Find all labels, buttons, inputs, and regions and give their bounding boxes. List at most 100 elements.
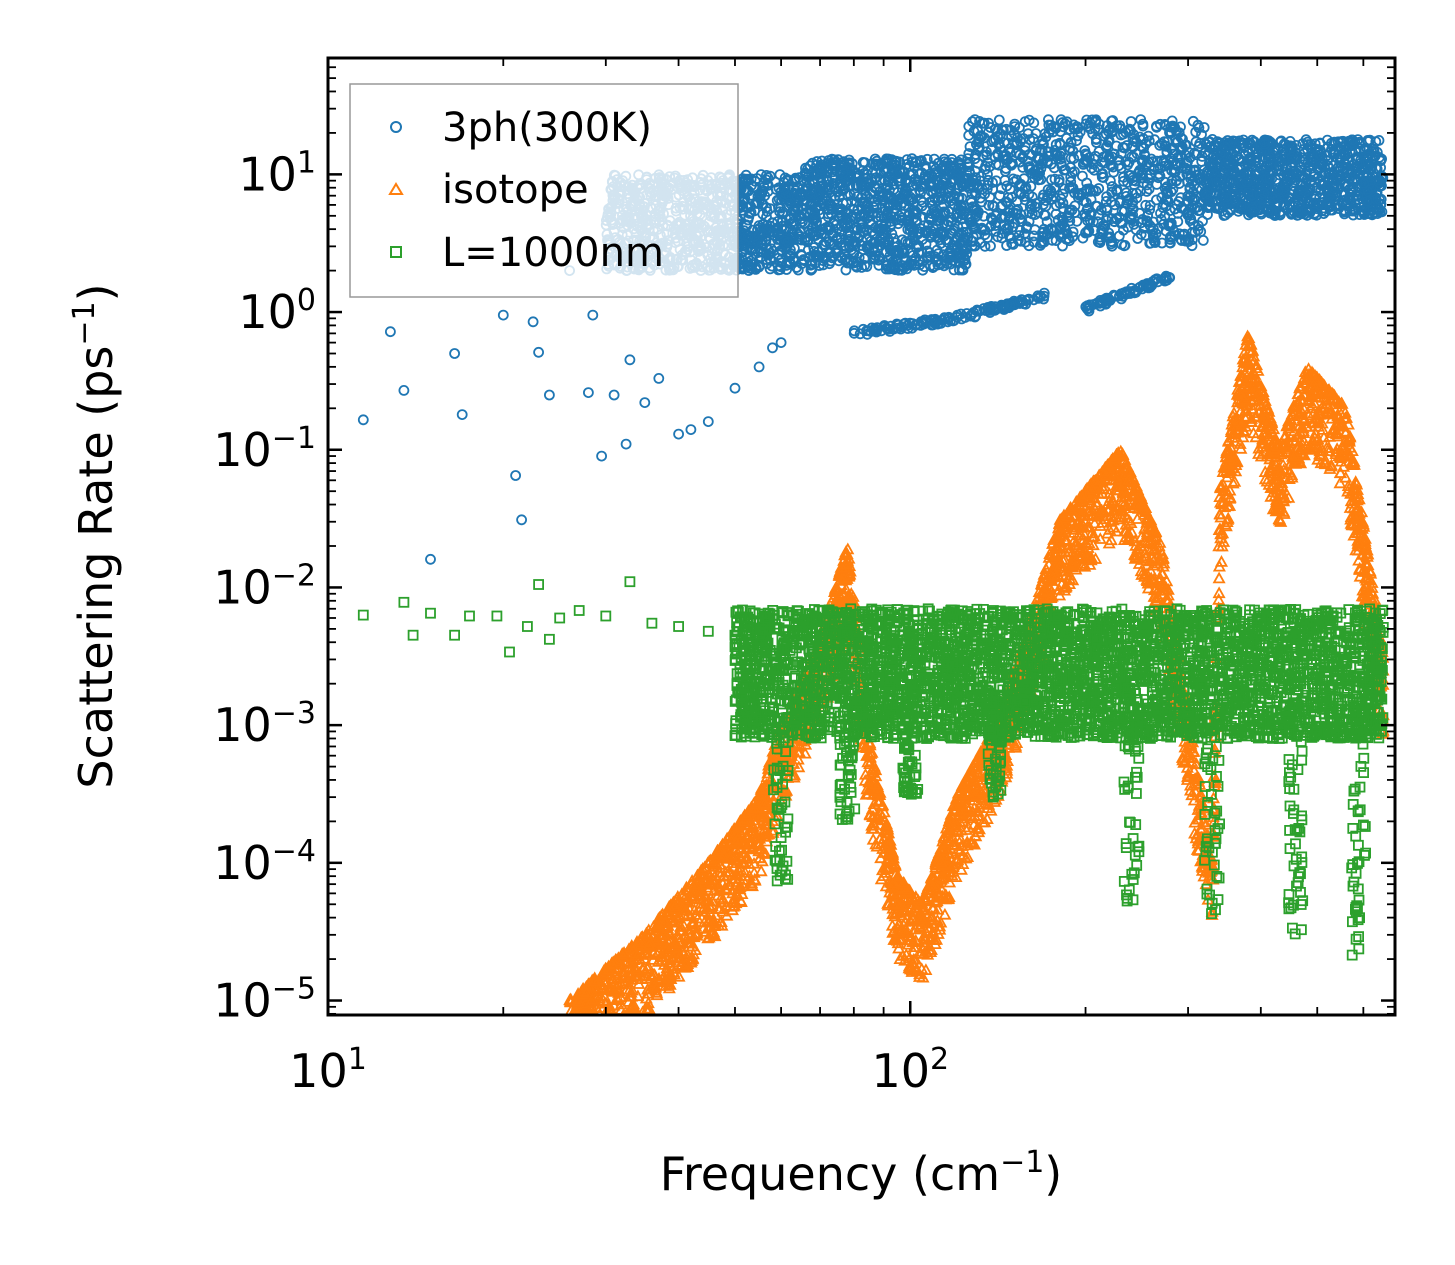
data-point-3ph — [801, 196, 813, 208]
data-point-isotope — [585, 1022, 595, 1031]
data-point-3ph — [755, 251, 767, 263]
data-point-3ph — [905, 195, 916, 207]
data-point-3ph — [918, 172, 930, 184]
data-point-3ph — [940, 160, 951, 172]
data-point-3ph — [799, 217, 811, 229]
data-point-3ph — [914, 184, 925, 196]
data-point-3ph — [798, 209, 810, 221]
data-point-3ph — [799, 231, 811, 243]
data-point-3ph — [894, 166, 906, 178]
data-point-isotope — [584, 1042, 594, 1051]
data-point-3ph — [881, 212, 893, 223]
data-point-3ph — [883, 153, 894, 165]
data-point-3ph — [919, 226, 931, 238]
data-point-3ph — [876, 189, 888, 201]
data-point-3ph — [357, 414, 369, 426]
data-point-3ph — [948, 193, 960, 204]
data-point-isotope — [609, 1023, 619, 1032]
data-point-3ph — [778, 184, 790, 196]
data-point-3ph — [861, 261, 873, 272]
data-point-3ph — [824, 258, 835, 270]
data-point-3ph — [842, 229, 854, 241]
data-point-3ph — [755, 188, 767, 200]
data-point-3ph — [907, 231, 918, 243]
data-point-3ph — [945, 216, 957, 228]
data-point-3ph — [947, 240, 958, 252]
data-point-3ph — [596, 450, 607, 462]
data-point-3ph — [818, 238, 829, 250]
data-point-3ph — [760, 234, 771, 246]
data-point-isotope — [578, 1029, 588, 1038]
data-point-3ph — [817, 259, 829, 271]
data-point-3ph — [802, 171, 814, 183]
data-point-3ph — [808, 245, 820, 257]
data-point-3ph — [1151, 194, 1162, 206]
data-point-3ph — [928, 153, 940, 165]
data-point-3ph — [775, 202, 786, 214]
data-point-3ph — [910, 208, 922, 220]
data-point-isotope — [581, 1055, 591, 1064]
data-point-3ph — [743, 211, 755, 223]
data-point-3ph — [771, 222, 783, 234]
data-point-3ph — [744, 262, 755, 274]
data-point-3ph — [844, 179, 856, 191]
data-point-isotope — [599, 1038, 609, 1047]
data-point-isotope — [606, 1013, 608, 1015]
data-point-3ph — [1141, 185, 1153, 197]
data-point-3ph — [905, 237, 916, 249]
data-point-3ph — [933, 194, 944, 206]
data-point-3ph — [917, 196, 929, 208]
data-point-3ph — [497, 309, 509, 321]
data-point-3ph — [882, 157, 894, 169]
data-point-isotope — [583, 1030, 593, 1039]
data-point-3ph — [868, 242, 879, 254]
data-point-isotope — [566, 1073, 576, 1082]
data-point-isotope — [584, 1051, 594, 1060]
data-point-isotope — [614, 1028, 624, 1037]
data-point-3ph — [620, 438, 632, 450]
data-point-3ph — [824, 184, 836, 196]
data-point-isotope — [567, 1035, 577, 1044]
data-point-isotope — [588, 1044, 598, 1053]
data-point-3ph — [738, 238, 750, 250]
data-point-3ph — [892, 245, 903, 257]
data-point-3ph — [946, 153, 958, 165]
data-point-3ph — [743, 185, 754, 197]
data-point-3ph — [764, 220, 776, 232]
data-point-isotope — [609, 1027, 619, 1036]
data-point-3ph — [673, 428, 684, 440]
data-point-isotope — [599, 1027, 609, 1036]
data-point-3ph — [763, 244, 774, 256]
data-point-3ph — [952, 221, 964, 233]
data-point-3ph — [882, 259, 894, 271]
data-point-3ph — [807, 230, 819, 242]
data-point-3ph — [924, 247, 935, 259]
data-point-3ph — [950, 168, 961, 180]
data-point-3ph — [856, 261, 867, 273]
data-point-isotope — [576, 1051, 586, 1060]
data-point-3ph — [837, 159, 848, 171]
data-point-3ph — [848, 247, 859, 259]
data-point-isotope — [567, 1043, 577, 1052]
data-point-3ph — [826, 172, 838, 184]
data-point-3ph — [876, 202, 888, 214]
data-point-3ph — [384, 326, 396, 338]
data-point-3ph — [742, 174, 754, 186]
data-point-3ph — [837, 204, 848, 216]
data-point-3ph — [685, 424, 697, 436]
data-point-3ph — [1195, 226, 1207, 238]
data-point-3ph — [762, 172, 774, 184]
data-point-3ph — [896, 264, 907, 276]
data-point-3ph — [944, 251, 955, 263]
data-point-3ph — [938, 249, 949, 261]
data-point-isotope — [576, 1055, 586, 1064]
data-point-3ph — [938, 230, 950, 242]
data-point-isotope — [585, 1024, 595, 1033]
data-point-3ph — [917, 264, 929, 276]
data-point-3ph — [869, 253, 881, 265]
data-point-3ph — [821, 224, 833, 236]
data-point-3ph — [805, 259, 817, 271]
data-point-3ph — [804, 199, 816, 211]
data-point-3ph — [782, 236, 794, 248]
